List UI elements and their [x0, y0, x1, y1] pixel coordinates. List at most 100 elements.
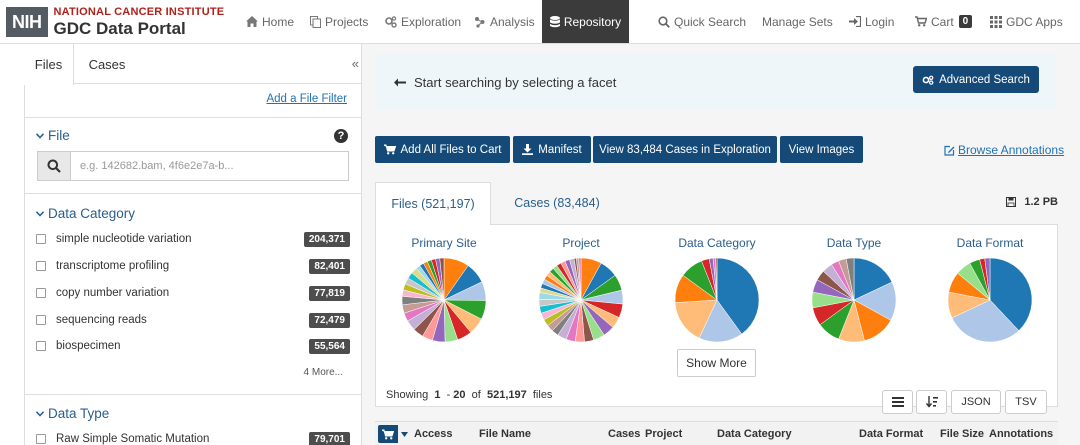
term-checkbox[interactable]: [36, 288, 46, 298]
data-format-pie-chart[interactable]: [946, 256, 1034, 344]
export-json-button[interactable]: JSON: [951, 390, 1001, 414]
export-tsv-button[interactable]: TSV: [1005, 390, 1047, 414]
pie-slice[interactable]: [698, 299, 743, 343]
nav-login[interactable]: Login: [849, 0, 894, 43]
primary-site-pie-chart[interactable]: [400, 256, 488, 344]
add-all-files-to-cart-button[interactable]: Add All Files to Cart: [375, 136, 510, 163]
pie-slice[interactable]: [951, 299, 1020, 343]
nav-cart[interactable]: Cart 0: [915, 0, 973, 43]
file-facet-title: File: [48, 128, 70, 143]
sort-table-button[interactable]: [916, 390, 947, 414]
view-cases-in-exploration-button[interactable]: View 83,484 Cases in Exploration: [593, 136, 777, 163]
pie-slice[interactable]: [853, 257, 893, 301]
view-images-button[interactable]: View Images: [780, 136, 863, 163]
data-type-facet-header[interactable]: Data Type: [36, 406, 109, 421]
shopping-cart-icon: [378, 425, 398, 443]
chevron-down-icon: [36, 410, 44, 417]
pie-slice[interactable]: [439, 257, 445, 301]
pie-slice[interactable]: [845, 257, 855, 301]
pie-slice[interactable]: [578, 257, 582, 301]
pie-slice[interactable]: [989, 257, 1033, 331]
term-checkbox[interactable]: [36, 434, 46, 444]
data-category-facet-header[interactable]: Data Category: [36, 206, 135, 221]
term-checkbox[interactable]: [36, 234, 46, 244]
column-header-data-category[interactable]: Data Category: [717, 428, 792, 440]
tab-files-facets[interactable]: Files: [24, 44, 74, 85]
facet-term-row[interactable]: Raw Simple Somatic Mutation 79,701: [36, 430, 350, 445]
term-count-badge: 82,401: [309, 258, 350, 274]
pie-slice[interactable]: [715, 257, 718, 301]
help-icon[interactable]: ?: [334, 129, 348, 143]
pie-slice[interactable]: [674, 299, 718, 339]
nav-quick-search-label: Quick Search: [674, 14, 747, 29]
column-header-annotations[interactable]: Annotations: [989, 428, 1054, 440]
chevron-down-icon: [36, 132, 44, 139]
term-checkbox[interactable]: [36, 341, 46, 351]
facet-term-row[interactable]: transcriptome profiling 82,401: [36, 257, 350, 275]
logo-portal-name: GDC Data Portal: [53, 19, 186, 38]
facet-sidebar: Files Cases « Add a File Filter File ? D…: [24, 44, 362, 445]
browse-annotations-link[interactable]: Browse Annotations: [944, 143, 1064, 157]
data-category-pie-chart[interactable]: [673, 256, 761, 344]
nav-analysis[interactable]: Analysis: [474, 0, 535, 43]
browse-annotations-label: Browse Annotations: [958, 143, 1065, 157]
file-search-button[interactable]: [37, 151, 70, 181]
show-more-terms-link[interactable]: 4 More...: [303, 367, 343, 378]
facet-term-row[interactable]: copy number variation 77,819: [36, 284, 350, 302]
column-header-project[interactable]: Project: [645, 428, 683, 440]
add-file-filter-link[interactable]: Add a File Filter: [266, 93, 347, 105]
tab-cases-facets[interactable]: Cases: [88, 56, 126, 72]
term-checkbox[interactable]: [36, 315, 46, 325]
chart-title-data-category: Data Category: [678, 236, 756, 250]
query-bar: Start searching by selecting a facet Adv…: [376, 54, 1056, 110]
file-search-input[interactable]: [70, 151, 349, 181]
file-facet-header[interactable]: File: [36, 128, 70, 143]
nav-projects[interactable]: Projects: [310, 0, 368, 43]
pie-slice[interactable]: [716, 257, 760, 335]
nav-quick-search[interactable]: Quick Search: [658, 0, 746, 43]
caret-down-icon: [401, 431, 408, 437]
search-icon: [47, 159, 61, 173]
start-hint-text: Start searching by selecting a facet: [414, 74, 617, 90]
results-range-from: 1: [434, 389, 441, 401]
sign-in-icon: [849, 16, 861, 27]
column-header-file-size[interactable]: File Size: [940, 428, 985, 440]
gdc-logo[interactable]: NIH NATIONAL CANCER INSTITUTE GDC Data P…: [6, 5, 224, 39]
data-type-facet-title: Data Type: [48, 406, 110, 421]
facet-divider: [25, 117, 361, 118]
collapse-sidebar-button[interactable]: «: [351, 56, 359, 71]
cart-dropdown-button[interactable]: [378, 425, 411, 443]
chevron-down-icon: [36, 210, 44, 217]
term-checkbox[interactable]: [36, 261, 46, 271]
nav-projects-label: Projects: [325, 14, 369, 29]
nav-home[interactable]: Home: [246, 0, 294, 43]
apps-grid-icon: [990, 15, 1002, 28]
column-header-file-name[interactable]: File Name: [479, 428, 531, 440]
facet-term-row[interactable]: sequencing reads 72,479: [36, 311, 350, 329]
sort-icon: [925, 396, 938, 408]
project-pie-chart[interactable]: [537, 256, 625, 344]
data-type-pie-chart[interactable]: [810, 256, 898, 344]
chart-title-project: Project: [562, 236, 600, 250]
show-more-charts-button[interactable]: Show More: [677, 349, 756, 377]
nav-exploration-label: Exploration: [401, 14, 462, 29]
manifest-button[interactable]: Manifest: [513, 136, 591, 163]
start-hint: Start searching by selecting a facet: [394, 75, 616, 90]
nav-repository[interactable]: Repository: [542, 0, 629, 43]
results-tabs: Files (521,197) Cases (83,484) 1.2 PB Pr…: [375, 182, 1058, 445]
results-count: Showing 1 - 20 of 521,197 files: [386, 389, 553, 401]
column-toggle-button[interactable]: [882, 390, 913, 414]
tab-cases-results[interactable]: Cases (83,484): [514, 196, 600, 210]
facet-term-row[interactable]: simple nucleotide variation 204,371: [36, 230, 350, 248]
nav-exploration[interactable]: Exploration: [385, 0, 461, 43]
facet-term-row[interactable]: biospecimen 55,564: [36, 337, 350, 355]
nav-gdc-apps[interactable]: GDC Apps: [990, 0, 1063, 43]
tab-files-results[interactable]: Files (521,197): [375, 182, 491, 225]
nav-manage-sets[interactable]: Manage Sets: [762, 0, 833, 43]
column-header-cases[interactable]: Cases: [608, 428, 641, 440]
pie-slice[interactable]: [984, 257, 991, 301]
advanced-search-button[interactable]: Advanced Search: [913, 66, 1039, 93]
column-header-access[interactable]: Access: [414, 428, 453, 440]
view-images-label: View Images: [788, 143, 855, 156]
column-header-data-format[interactable]: Data Format: [859, 428, 924, 440]
